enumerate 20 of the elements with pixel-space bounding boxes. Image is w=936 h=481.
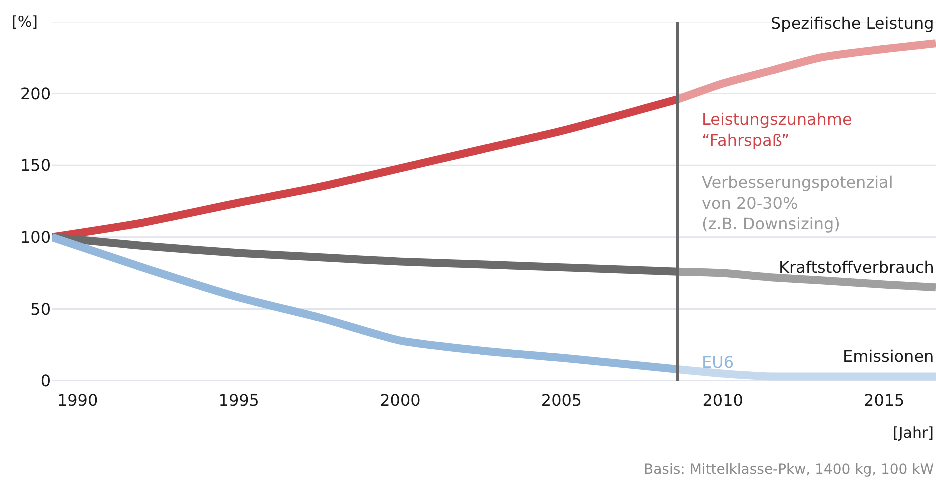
x-tick-label: 2000 xyxy=(380,391,421,410)
y-axis-title: [%] xyxy=(12,13,38,31)
series-label: Kraftstoffverbrauch xyxy=(779,258,934,277)
x-tick-label: 2005 xyxy=(541,391,582,410)
x-tick-label: 2010 xyxy=(702,391,744,410)
series-label: Emissionen xyxy=(843,347,934,366)
text: Basis: Mittelklasse-Pkw, 1400 kg, 100 kW xyxy=(644,462,934,478)
y-tick-label: 50 xyxy=(30,300,51,319)
y-tick-label: 100 xyxy=(20,228,51,247)
x-tick-label: 1995 xyxy=(218,391,260,410)
x-axis-title: [Jahr] xyxy=(893,424,934,442)
y-tick-label: 200 xyxy=(20,84,51,104)
x-tick-label: 2015 xyxy=(864,391,905,410)
annotation: Verbesserungspotenzial von 20-30% (z.B. Downsizing) xyxy=(702,173,894,234)
annotation: Leistungszunahme “Fahrspaß” xyxy=(702,110,852,150)
series-label: Spezifische Leistung xyxy=(771,14,934,33)
y-tick-label: 150 xyxy=(20,156,51,176)
y-tick-label: 0 xyxy=(40,372,51,391)
annotation: EU6 xyxy=(702,353,734,372)
x-tick-label: 1990 xyxy=(57,391,98,410)
